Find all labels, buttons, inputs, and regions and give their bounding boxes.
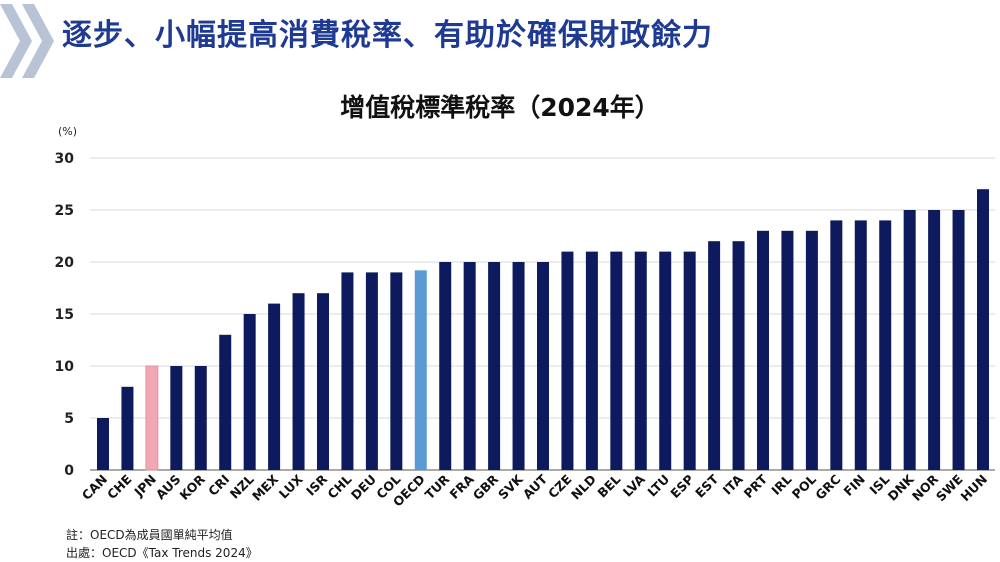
x-tick-label: ESP bbox=[667, 472, 696, 501]
bar-oecd bbox=[414, 270, 427, 470]
x-tick-label: FIN bbox=[841, 472, 868, 499]
y-tick-label: 20 bbox=[55, 255, 75, 271]
page-title: 逐步、小幅提高消費稅率、有助於確保財政餘力 bbox=[62, 18, 713, 53]
bar-cri bbox=[219, 334, 232, 470]
footnote-source: 出處：OECD《Tax Trends 2024》 bbox=[66, 546, 258, 560]
bar-chl bbox=[341, 272, 354, 470]
x-tick-label: CHE bbox=[104, 472, 135, 503]
y-tick-label: 10 bbox=[55, 359, 75, 375]
x-tick-label: NOR bbox=[909, 471, 942, 504]
x-tick-label: MEX bbox=[249, 471, 282, 504]
x-tick-label: POL bbox=[789, 471, 819, 501]
y-tick-label: 15 bbox=[55, 307, 74, 323]
x-tick-label: KOR bbox=[177, 471, 209, 503]
bar-col bbox=[390, 272, 403, 470]
bar-kor bbox=[194, 366, 207, 470]
x-tick-label: ITA bbox=[720, 471, 746, 497]
bar-bel bbox=[610, 251, 623, 470]
x-tick-label: NLD bbox=[568, 472, 599, 503]
x-tick-label: DNK bbox=[885, 471, 918, 504]
bar-che bbox=[121, 386, 134, 470]
x-tick-label: CAN bbox=[79, 472, 110, 503]
x-tick-label: BEL bbox=[594, 472, 623, 501]
x-tick-label: TUR bbox=[422, 471, 453, 502]
bar-svk bbox=[512, 262, 525, 470]
bar-isl bbox=[879, 220, 892, 470]
x-tick-label: AUS bbox=[153, 472, 184, 503]
bar-isr bbox=[317, 293, 329, 470]
bar-hun bbox=[977, 189, 989, 470]
x-tick-label: SWE bbox=[933, 472, 966, 505]
chevron-decoration-icon bbox=[0, 4, 54, 78]
x-tick-label: ISR bbox=[303, 471, 330, 498]
x-tick-label: DEU bbox=[348, 472, 379, 503]
bar-swe bbox=[952, 210, 965, 470]
x-tick-label: LVA bbox=[620, 471, 648, 499]
bar-grc bbox=[830, 220, 843, 470]
bar-mex bbox=[268, 303, 281, 470]
bar-pol bbox=[805, 230, 818, 470]
chart-title: 增值稅標準稅率（2024年） bbox=[340, 93, 660, 122]
bar-jpn bbox=[145, 365, 159, 471]
x-tick-label: JPN bbox=[131, 472, 159, 500]
bar-nzl bbox=[243, 314, 256, 470]
bar-tur bbox=[439, 262, 452, 470]
bar-esp bbox=[683, 251, 696, 470]
bar-can bbox=[97, 418, 109, 470]
bar-fra bbox=[463, 262, 476, 470]
bar-nor bbox=[928, 210, 941, 470]
footnote-note: 註：OECD為成員國單純平均值 bbox=[66, 528, 233, 542]
x-tick-label: PRT bbox=[741, 471, 771, 501]
x-tick-label: CRI bbox=[205, 472, 232, 499]
bar-deu bbox=[365, 272, 378, 470]
x-tick-label: GRC bbox=[812, 472, 843, 503]
y-tick-label: 0 bbox=[64, 463, 74, 479]
y-axis-unit: (%) bbox=[58, 125, 78, 138]
bar-irl bbox=[781, 230, 794, 470]
bar-lva bbox=[634, 251, 647, 470]
x-tick-label: CHL bbox=[324, 471, 354, 501]
x-tick-label: GBR bbox=[470, 471, 502, 503]
x-tick-label: LUX bbox=[276, 471, 306, 501]
bar-gbr bbox=[488, 262, 501, 470]
bar-ita bbox=[732, 241, 745, 470]
bar-lux bbox=[292, 293, 305, 470]
y-tick-label: 30 bbox=[55, 151, 75, 167]
x-tick-label: SVK bbox=[495, 471, 527, 503]
bar-aut bbox=[537, 262, 549, 470]
x-tick-label: LTU bbox=[644, 472, 672, 500]
bar-dnk bbox=[903, 210, 916, 470]
x-tick-label: HUN bbox=[958, 472, 991, 505]
bar-fin bbox=[854, 220, 867, 470]
bar-aus bbox=[170, 366, 183, 470]
x-tick-label: AUT bbox=[520, 471, 551, 502]
y-tick-label: 5 bbox=[64, 411, 74, 427]
x-tick-label: FRA bbox=[446, 471, 477, 502]
bar-prt bbox=[757, 230, 769, 470]
bar-cze bbox=[561, 251, 574, 470]
bar-nld bbox=[585, 251, 598, 470]
bar-ltu bbox=[659, 251, 672, 470]
x-tick-label: EST bbox=[692, 471, 721, 500]
y-tick-label: 25 bbox=[55, 203, 74, 219]
bar-est bbox=[708, 241, 721, 470]
x-tick-label: CZE bbox=[545, 472, 575, 502]
